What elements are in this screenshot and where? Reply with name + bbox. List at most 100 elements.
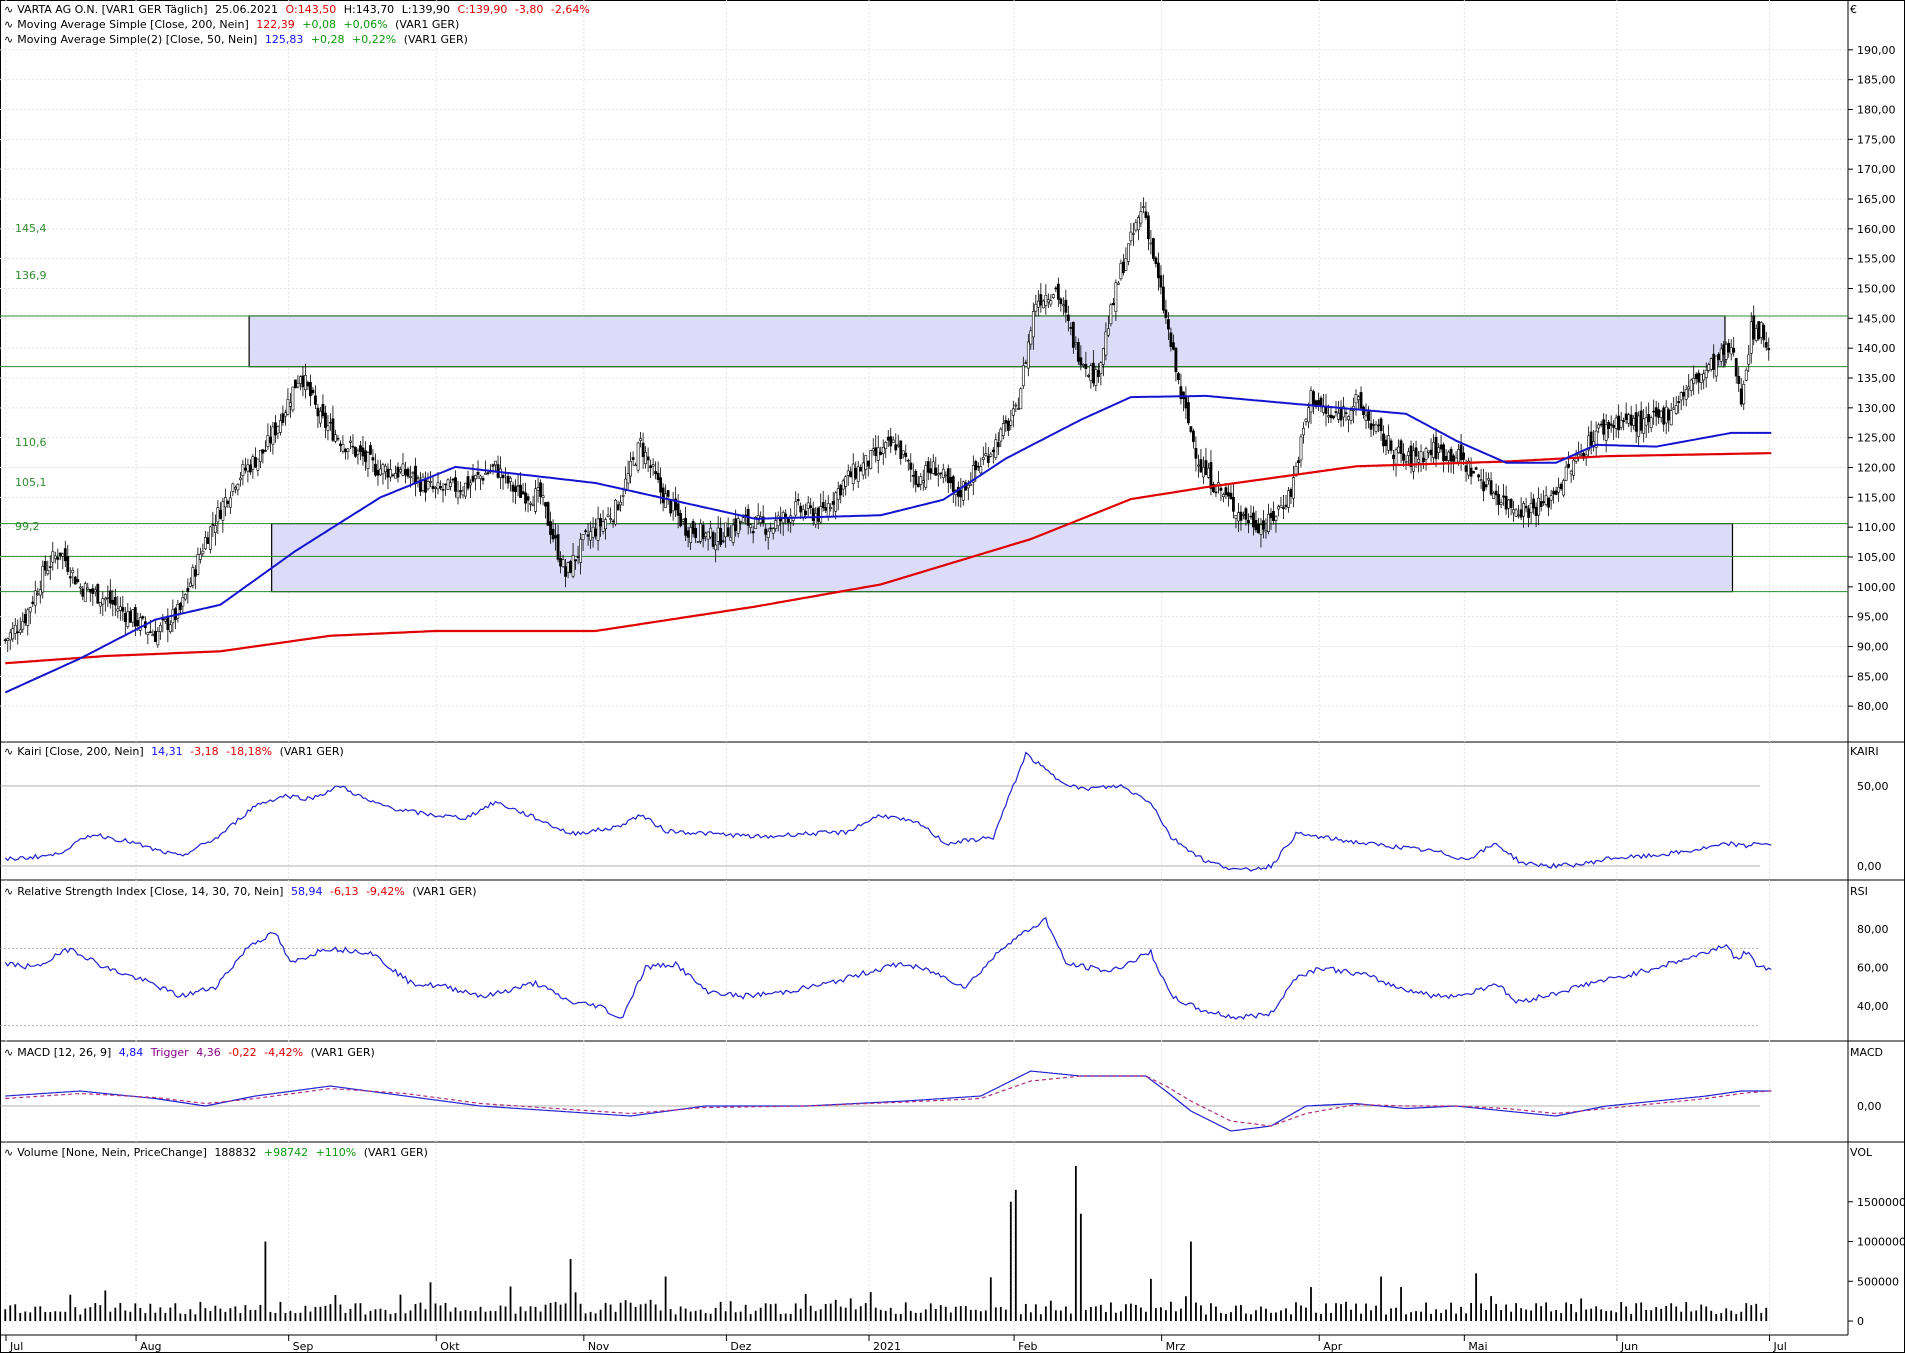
candle-body [386, 468, 390, 478]
candle-body [78, 586, 82, 589]
candle-body [561, 559, 565, 567]
y-tick-label: 115,00 [1857, 491, 1896, 504]
candle-body [519, 484, 522, 498]
candle-body [136, 620, 140, 627]
candle-body [1479, 479, 1483, 481]
candle-body [271, 426, 275, 445]
candle-body [146, 632, 150, 635]
candle-body [1422, 457, 1425, 462]
x-tick-label: Dez [730, 1340, 751, 1353]
macd-y-tick-label: 0,00 [1857, 1100, 1882, 1113]
candle-body [261, 449, 265, 454]
candle-body [1534, 506, 1538, 516]
candle-body [1432, 442, 1435, 458]
candle-body [1724, 343, 1728, 360]
candle-body [1019, 388, 1023, 410]
candle-body [1344, 412, 1348, 414]
candle-body [656, 472, 660, 480]
volume-value: 188832 [214, 1146, 257, 1159]
candle-body [824, 507, 828, 511]
candle-body [266, 435, 270, 447]
candle-body [534, 488, 537, 512]
candle-body [1304, 418, 1308, 422]
candle-body [446, 479, 450, 490]
candle-body [469, 482, 472, 486]
candle-body [659, 477, 663, 493]
candle-body [1364, 415, 1368, 421]
macd-tag: (VAR1 GER) [310, 1046, 375, 1059]
candle-body [3, 639, 7, 642]
candle-body [631, 457, 635, 460]
candle-body [1684, 388, 1688, 400]
kairi-y-tick-label: 50,00 [1857, 780, 1889, 793]
candle-body [116, 608, 120, 612]
candle-body [251, 456, 255, 470]
candle-body [576, 556, 580, 558]
candle-body [759, 516, 763, 523]
candle-body [694, 528, 698, 539]
candle-body [581, 534, 585, 541]
candle-body [1624, 413, 1628, 420]
candle-body [919, 476, 923, 485]
candle-body [1427, 450, 1430, 453]
candle-body [1357, 396, 1360, 401]
candle-body [1046, 299, 1050, 303]
candle-body [8, 632, 12, 641]
candle-body [994, 439, 998, 458]
candle-body [1162, 286, 1165, 311]
candle-body [1116, 282, 1120, 285]
candle-body [1482, 481, 1485, 492]
candle-body [218, 510, 222, 519]
candle-body [854, 467, 858, 479]
candle-body [1051, 294, 1055, 298]
candle-body [1329, 414, 1333, 419]
candle-body [876, 447, 880, 461]
candle-body [1749, 321, 1753, 354]
candle-body [849, 471, 853, 478]
candle-body [1637, 415, 1641, 437]
candle-body [1627, 414, 1631, 424]
candle-body [681, 519, 685, 522]
candle-body [944, 474, 948, 477]
y-tick-label: 140,00 [1857, 342, 1896, 355]
candle-body [296, 382, 300, 388]
candle-body [449, 482, 452, 487]
rsi-y-tick-label: 80,00 [1857, 923, 1889, 936]
candle-body [981, 457, 985, 461]
candle-body [394, 473, 397, 479]
support-zone [271, 522, 1734, 593]
ma200-percent: +0,06% [343, 18, 388, 31]
ma200-value: 122,39 [256, 18, 295, 31]
candle-body [526, 496, 530, 501]
kairi-change: -3,18 [190, 745, 219, 758]
candle-body [1604, 424, 1608, 441]
candle-body [18, 629, 22, 633]
x-tick-label: Aug [140, 1340, 161, 1353]
candle-body [1767, 347, 1771, 351]
candle-body [774, 520, 778, 529]
candle-body [1702, 373, 1706, 381]
candle-body [529, 502, 532, 505]
kairi-line [4, 751, 1772, 872]
ma200-tag: (VAR1 GER) [395, 18, 460, 31]
ma50-name: Moving Average Simple(2) [Close, 50, Nei… [17, 33, 258, 46]
candle-body [614, 499, 617, 525]
candle-body [861, 462, 865, 476]
candle-body [596, 518, 600, 541]
candle-body [486, 472, 490, 474]
candle-body [836, 488, 840, 500]
x-tick-label: Jun [1620, 1340, 1638, 1353]
candle-body [941, 468, 945, 478]
candle-body [729, 537, 733, 541]
candle-body [901, 450, 905, 455]
candle-body [133, 607, 137, 627]
candle-body [1709, 358, 1713, 370]
candle-body [1669, 410, 1673, 426]
candle-body [81, 588, 85, 597]
candle-body [1104, 331, 1108, 356]
candle-body [591, 526, 595, 538]
candle-body [851, 463, 855, 485]
candle-body [439, 485, 442, 489]
candle-body [546, 502, 550, 526]
candle-body [1222, 494, 1225, 497]
